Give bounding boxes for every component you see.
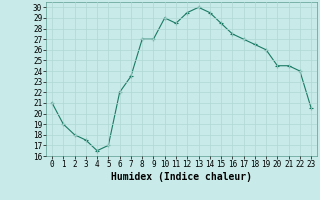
X-axis label: Humidex (Indice chaleur): Humidex (Indice chaleur) (111, 172, 252, 182)
